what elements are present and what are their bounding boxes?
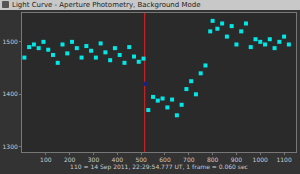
svg-text:800: 800 [207, 156, 219, 163]
svg-text:110 = 14 Sep 2011, 22:29:54.77: 110 = 14 Sep 2011, 22:29:54.777 UT, 1 fr… [70, 163, 248, 171]
svg-text:400: 400 [112, 156, 124, 163]
svg-text:900: 900 [231, 156, 243, 163]
svg-text:700: 700 [183, 156, 195, 163]
html-text:Light Curve - Aperture Photome: Light Curve - Aperture Photometry, Backg… [12, 1, 201, 9]
svg-text:1300: 1300 [3, 143, 18, 150]
svg-text:1000: 1000 [253, 156, 268, 163]
svg-text:1500: 1500 [3, 38, 18, 45]
svg-text:500: 500 [135, 156, 147, 163]
svg-text:600: 600 [159, 156, 171, 163]
svg-text:1100: 1100 [276, 156, 291, 163]
svg-text:200: 200 [64, 156, 76, 163]
svg-text:300: 300 [88, 156, 100, 163]
svg-text:100: 100 [40, 156, 52, 163]
svg-text:1400: 1400 [3, 90, 18, 97]
